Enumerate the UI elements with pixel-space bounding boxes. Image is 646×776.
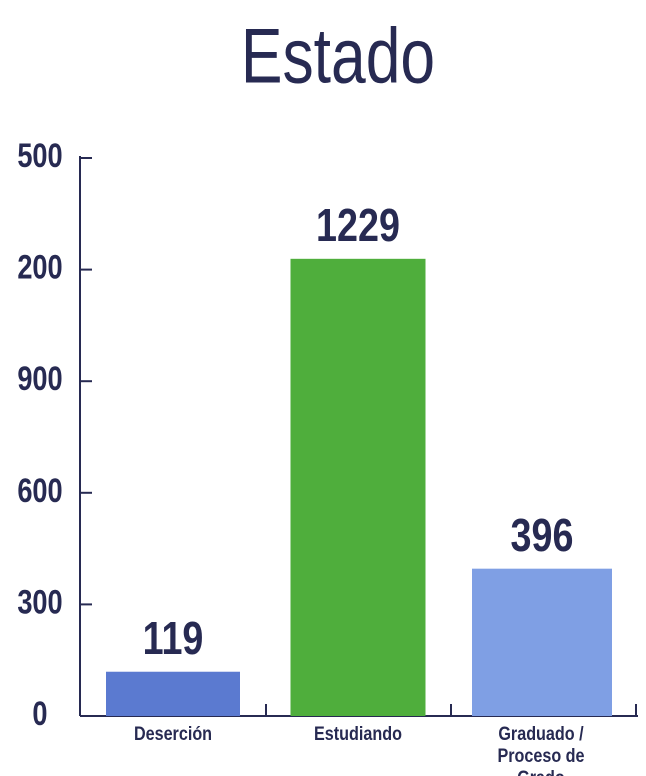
y-tick-label: 900 [17,359,62,398]
x-tick-label: Graduado / Proceso de Grado [497,724,585,776]
y-tick-label: 500 [17,136,62,175]
value-label: 119 [143,612,204,663]
bar [472,568,612,716]
bar [290,258,426,716]
y-tick-label: 200 [17,248,62,287]
bar [106,671,240,716]
x-tick-label: Deserción [133,724,213,745]
y-tick-label: 0 [32,694,47,733]
value-label: 396 [511,509,574,560]
value-label: 1229 [316,199,400,250]
chart-title: Estado [241,12,435,99]
y-tick-label: 300 [17,582,62,621]
y-tick-label: 600 [17,471,62,510]
x-tick-label: Estudiando [314,724,402,745]
